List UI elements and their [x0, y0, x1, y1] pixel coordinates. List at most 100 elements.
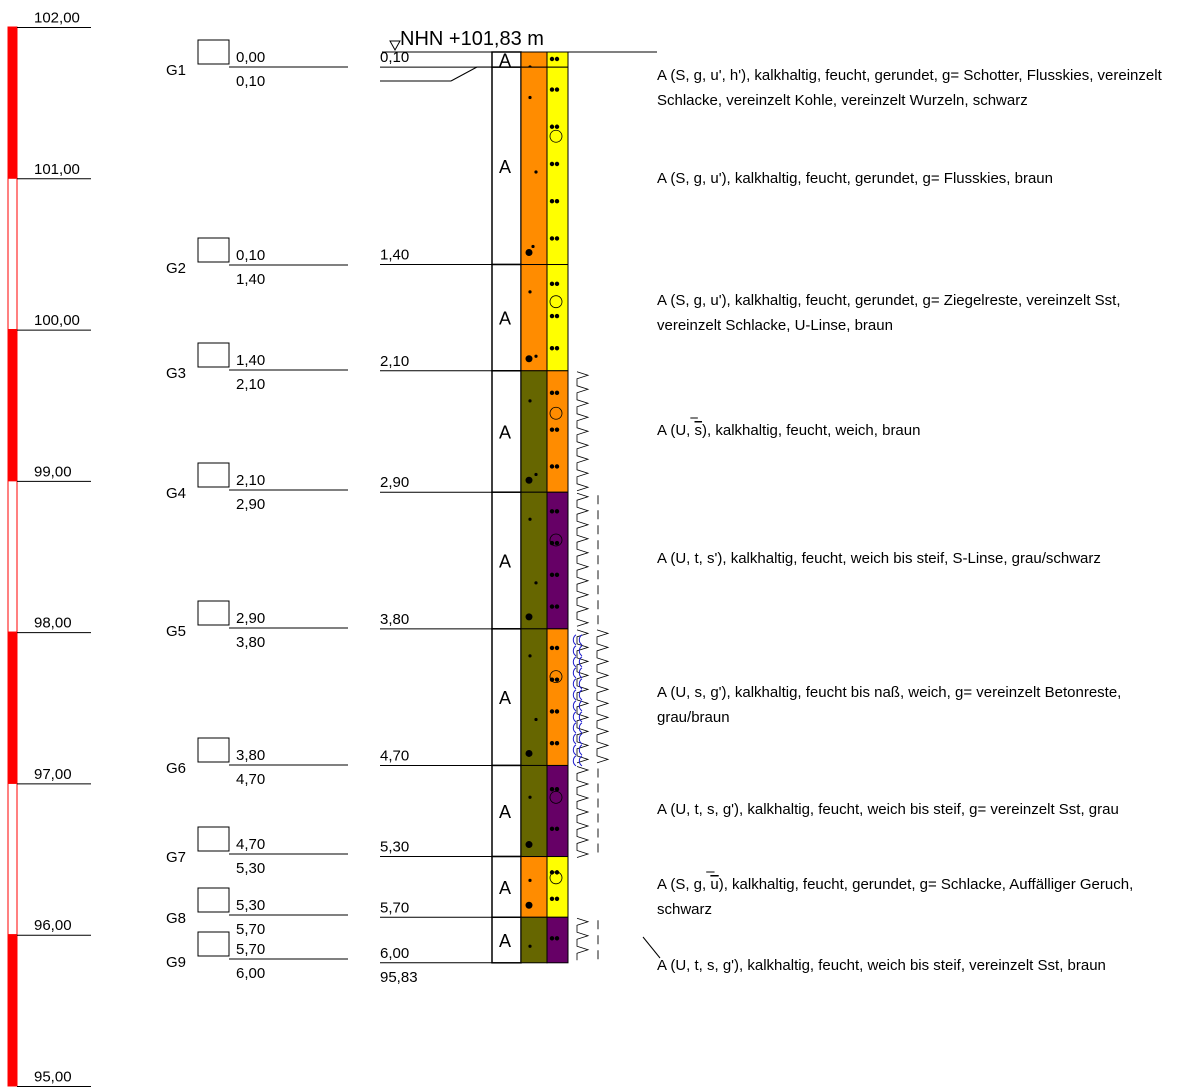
sample-depth-from: 5,30: [236, 897, 265, 914]
moisture-nass-symbol: [572, 755, 577, 767]
layer-depth-labels: 0,10 1,40 2,10 2,90 3,80 4,70 5,30 5,70 6,00: [380, 49, 492, 964]
scale-label: 99,00: [34, 463, 72, 480]
grain-dot: [534, 717, 538, 722]
grain-dot: [528, 95, 532, 100]
grain-dot: [554, 161, 560, 167]
moisture-nass-symbol: [578, 744, 583, 756]
layer-code: A: [499, 878, 511, 898]
gravel-dot: [525, 901, 533, 909]
grain-dot: [554, 604, 560, 609]
sample-depth-to: 5,30: [236, 860, 265, 877]
grain-dot: [549, 281, 555, 287]
bottom-elevation-label: 95,83: [380, 969, 418, 986]
elevation-scale: 102,00 101,00 100,00 99,00 98,00 97,00 96,00 95…: [7, 10, 91, 1087]
layer-fill-right: [546, 856, 569, 918]
grain-dot: [549, 199, 555, 204]
description-leader: [642, 936, 661, 959]
moisture-nass-symbol: [572, 689, 577, 701]
moisture-nass-symbol: [572, 733, 577, 745]
grain-dot: [554, 540, 560, 546]
consistency-weich-symbol: [596, 629, 610, 764]
soil-column: A A A A A A A A A: [491, 51, 569, 964]
layer-description: A (S, g, u'), kalkhaltig, feucht, gerund…: [657, 292, 1121, 334]
moisture-nass-symbol: [572, 711, 577, 723]
grain-dot: [549, 604, 555, 609]
consistency-weich-symbol: [576, 629, 590, 764]
layer-code: A: [499, 309, 511, 329]
sample-depth-to: 6,00: [236, 965, 265, 982]
gravel-dot: [525, 613, 533, 621]
scale-segment: [7, 631, 18, 784]
grain-dot: [554, 787, 560, 792]
moisture-nass-symbol: [578, 634, 583, 646]
gravel-dot: [525, 249, 533, 257]
description-overlined-letter: s: [695, 422, 703, 439]
grain-dot: [549, 645, 555, 651]
layer-description: A (U, t, s'), kalkhaltig, feucht, weich …: [657, 550, 1101, 567]
layer-fill-left: [520, 916, 548, 964]
layer-fill-left: [520, 856, 548, 918]
moisture-nass-symbol: [578, 700, 583, 712]
sample-depth-from: 0,10: [236, 247, 265, 264]
layer-description: A (S, g, u), kalkhaltig, feucht, gerunde…: [657, 876, 1133, 918]
layer-code-box: [491, 370, 522, 493]
grain-dot: [549, 709, 555, 714]
description-line: A (U, t, s, g'), kalkhaltig, feucht, wei…: [657, 957, 1106, 974]
layer-fill-left: [520, 66, 548, 266]
description-line: A (S, g, u'), kalkhaltig, feucht, gerund…: [657, 292, 1121, 309]
sample-box: [197, 600, 230, 626]
moisture-nass-symbol: [578, 733, 583, 745]
description-line: ), kalkhaltig, feucht, weich, braun: [702, 422, 920, 439]
scale-label: 101,00: [34, 161, 80, 178]
sample-id: G2: [166, 260, 186, 277]
sample-id: G1: [166, 62, 186, 79]
moisture-nass-symbol: [578, 656, 583, 668]
grain-dot: [549, 346, 555, 351]
description-line: A (U,: [657, 422, 695, 439]
sample-list: G1 0,00 0,10 G2 0,10 1,40 G3 1,40 2,10 G4 2,10 2,90…: [166, 39, 348, 982]
layer-description: A (U, t, s, g'), kalkhaltig, feucht, wei…: [657, 801, 1119, 818]
gravel-dot: [525, 355, 533, 363]
sample-id: G7: [166, 849, 186, 866]
moisture-nass-symbol: [578, 645, 583, 657]
sample-depth-from: 4,70: [236, 836, 265, 853]
scale-segment: [7, 329, 18, 482]
sample-box: [197, 237, 230, 263]
consistency-symbols: [572, 371, 610, 961]
layer-description: A (U, t, s, g'), kalkhaltig, feucht, wei…: [657, 957, 1106, 974]
layer-fill-right: [546, 764, 569, 858]
grain-dot: [528, 878, 532, 882]
sample-box: [197, 342, 230, 368]
grain-dot: [554, 826, 560, 832]
layer-code-box: [491, 628, 522, 767]
sample-box: [197, 737, 230, 763]
layer-code: A: [499, 688, 511, 708]
moisture-nass-symbol: [578, 678, 583, 690]
depth-label: 2,90: [380, 474, 409, 491]
grain-dot: [549, 677, 555, 682]
sample-box: [197, 39, 230, 65]
scale-segment: [7, 934, 18, 1087]
grain-dot: [554, 87, 560, 92]
grain-dot: [554, 509, 560, 514]
grain-dot: [554, 427, 560, 432]
grain-dot: [549, 390, 555, 396]
sample-depth-from: 3,80: [236, 747, 265, 764]
layer-code: A: [499, 51, 511, 71]
layer-code: A: [499, 157, 511, 177]
grain-dot: [554, 199, 560, 204]
sample-depth-to: 2,10: [236, 376, 265, 393]
grain-dot: [554, 677, 560, 682]
sample-id: G9: [166, 954, 186, 971]
moisture-nass-symbol: [578, 667, 583, 679]
grain-dot: [528, 399, 532, 403]
layer-description: A (S, g, u'), kalkhaltig, feucht, gerund…: [657, 170, 1053, 187]
grain-dot: [549, 936, 555, 941]
sample-depth-from: 0,00: [236, 49, 265, 66]
grain-dot: [534, 170, 538, 174]
moisture-nass-symbol: [578, 755, 583, 767]
sample-id: G5: [166, 623, 186, 640]
moisture-nass-symbol: [572, 645, 577, 657]
layer-fill-left: [520, 491, 548, 630]
grain-dot: [549, 896, 555, 901]
